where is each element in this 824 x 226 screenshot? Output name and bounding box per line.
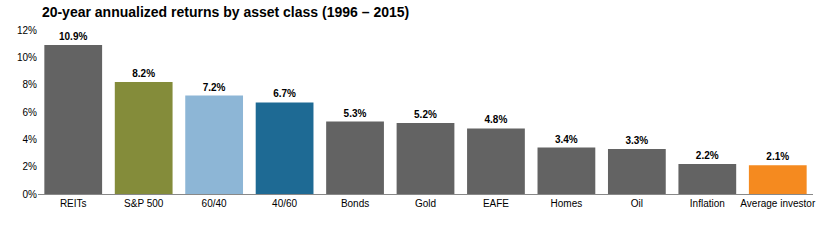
- svg-text:Inflation: Inflation: [690, 198, 725, 209]
- svg-text:8%: 8%: [23, 79, 38, 90]
- svg-text:3.3%: 3.3%: [625, 135, 648, 146]
- svg-text:6%: 6%: [23, 107, 38, 118]
- svg-text:20-year annualized returns by: 20-year annualized returns by asset clas…: [42, 4, 409, 20]
- svg-text:10%: 10%: [17, 52, 37, 63]
- svg-text:10.9%: 10.9%: [59, 31, 87, 42]
- svg-text:Homes: Homes: [551, 198, 583, 209]
- svg-text:0%: 0%: [23, 189, 38, 200]
- svg-text:2.1%: 2.1%: [766, 151, 789, 162]
- svg-text:7.2%: 7.2%: [203, 82, 226, 93]
- svg-text:40/60: 40/60: [272, 198, 297, 209]
- svg-text:Oil: Oil: [631, 198, 643, 209]
- svg-text:Bonds: Bonds: [341, 198, 369, 209]
- svg-text:8.2%: 8.2%: [132, 68, 155, 79]
- svg-text:S&P 500: S&P 500: [124, 198, 164, 209]
- svg-text:REITs: REITs: [60, 198, 87, 209]
- svg-text:4%: 4%: [23, 134, 38, 145]
- svg-text:60/40: 60/40: [202, 198, 227, 209]
- svg-text:4.8%: 4.8%: [485, 114, 508, 125]
- svg-text:3.4%: 3.4%: [555, 134, 578, 145]
- svg-text:5.3%: 5.3%: [344, 108, 367, 119]
- svg-text:12%: 12%: [17, 25, 37, 36]
- svg-text:EAFE: EAFE: [483, 198, 509, 209]
- svg-text:2.2%: 2.2%: [696, 150, 719, 161]
- svg-text:5.2%: 5.2%: [414, 109, 437, 120]
- svg-text:2%: 2%: [23, 161, 38, 172]
- svg-text:Average investor: Average investor: [740, 198, 816, 209]
- svg-text:Gold: Gold: [415, 198, 436, 209]
- svg-text:6.7%: 6.7%: [273, 88, 296, 99]
